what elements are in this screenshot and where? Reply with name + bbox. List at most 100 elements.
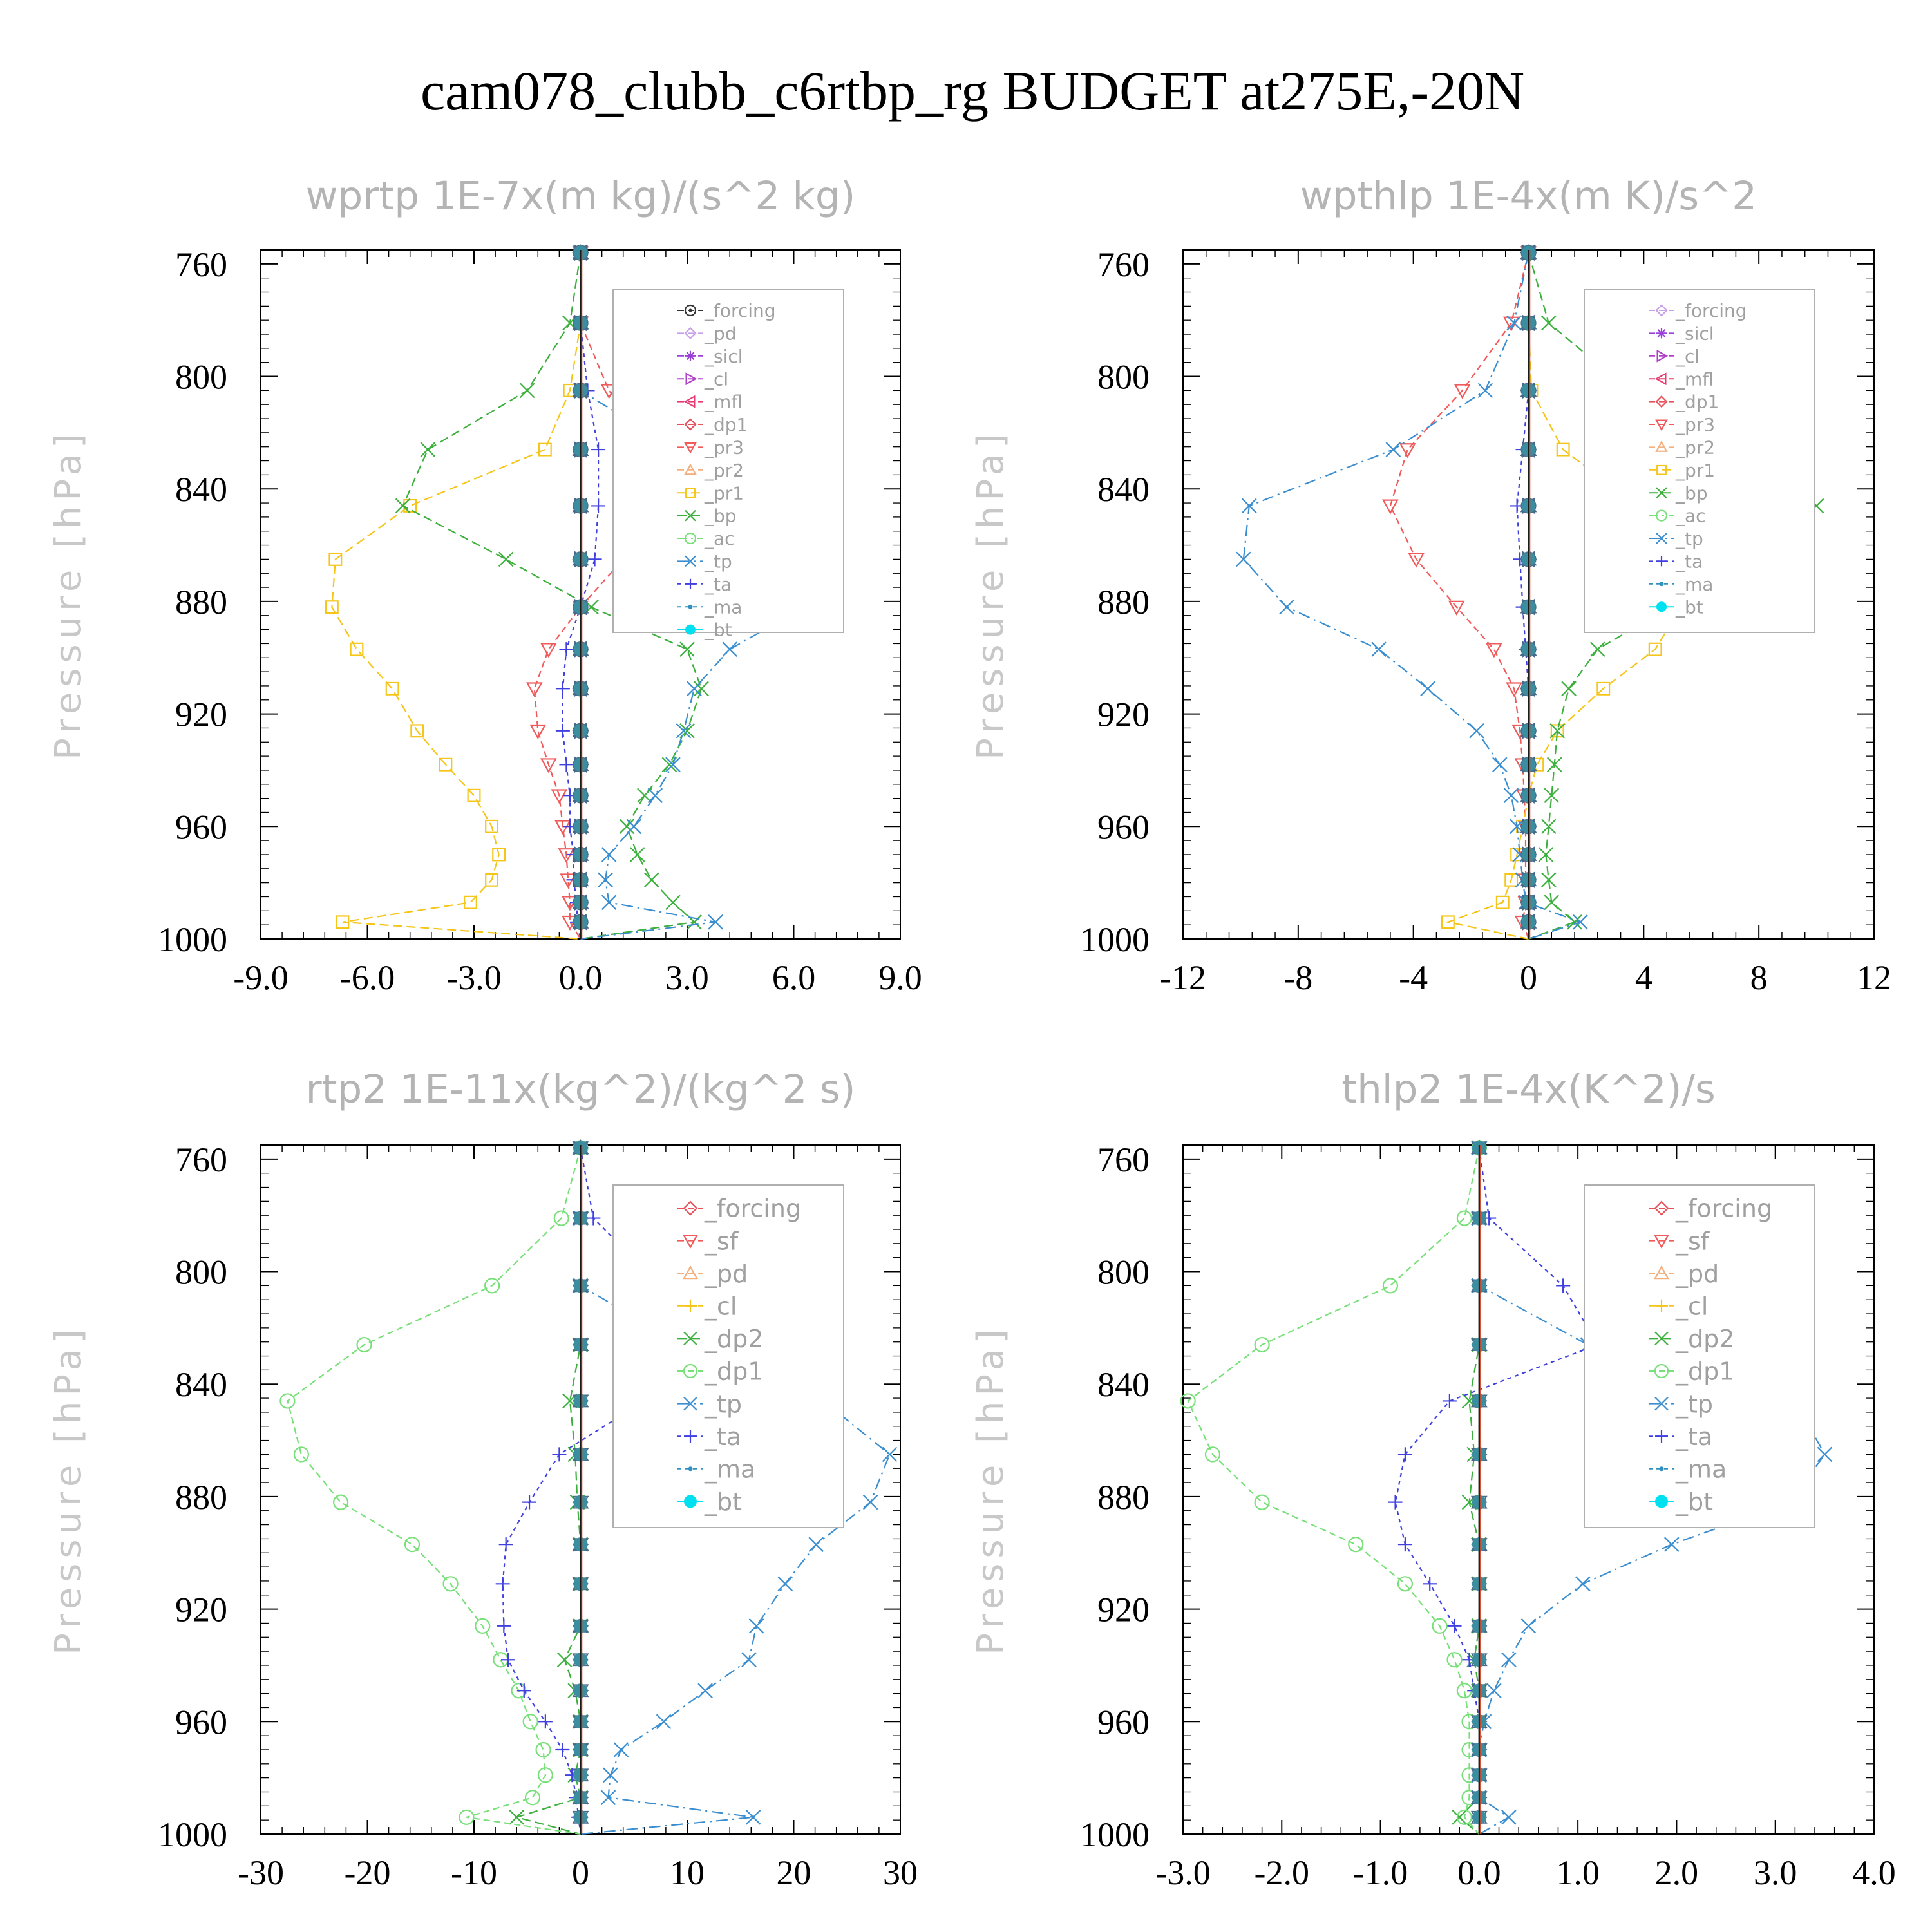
legend-marker [1655, 440, 1668, 452]
data-point [1549, 723, 1565, 739]
data-point [603, 1767, 618, 1783]
chart-panel-3: rtp2 1E-11x(kg^2)/(kg^2 s) Pressure [hPa]… [48, 1066, 918, 1892]
legend-item: _forcing [677, 1195, 801, 1223]
data-point [279, 1393, 296, 1409]
legend-label: _ta [1675, 551, 1703, 572]
y-tick-label: 880 [1097, 1478, 1150, 1517]
legend-label: _sicl [1675, 323, 1714, 344]
legend-label: _forcing [1675, 1195, 1772, 1223]
legend-label: _sf [1675, 1227, 1710, 1255]
legend-frame [1584, 1184, 1815, 1528]
legend-item: _pr3 [677, 437, 744, 458]
figure-title: cam078_clubb_c6rtbp_rg BUDGET at275E,-20… [421, 60, 1524, 122]
y-axis-label: Pressure [hPa] [48, 429, 90, 760]
legend-label: _pr2 [704, 460, 744, 481]
legend-item: _forcing [677, 300, 776, 321]
legend-label: _bt [704, 1488, 742, 1516]
y-tick-label: 760 [1097, 1141, 1150, 1179]
legend-marker [683, 1396, 697, 1411]
data-point [1382, 499, 1399, 515]
legend-item: _bt [1649, 1488, 1713, 1516]
legend-marker [1656, 601, 1667, 612]
legend: _forcing_sicl_cl_mfl_dp1_pr3_pr2_pr1_bp_… [1584, 289, 1815, 633]
plot-frame [1182, 1144, 1875, 1835]
panels: wprtp 1E-7x(m kg)/(s^2 kg) Pressure [hPa]… [48, 173, 1896, 1892]
series-line [502, 1148, 734, 1835]
data-point [647, 788, 663, 804]
y-tick-label: 840 [1097, 470, 1150, 509]
y-tick-label: 880 [175, 583, 227, 621]
y-tick-label: 1000 [158, 920, 227, 959]
data-point [1397, 1447, 1412, 1462]
legend-label: _ta [704, 574, 732, 595]
x-tick-label: 0 [1520, 958, 1537, 997]
data-point [404, 1537, 421, 1553]
legend-marker [1659, 1466, 1664, 1472]
legend-marker [684, 304, 697, 317]
x-tick-label: 0 [572, 1853, 589, 1892]
data-point [497, 1618, 511, 1633]
y-tick-label: 960 [175, 1703, 227, 1741]
y-tick-label: 920 [175, 1591, 227, 1629]
data-point [600, 1790, 616, 1805]
legend-item: _bp [677, 506, 737, 527]
data-point [485, 819, 499, 833]
legend-item: _pr2 [677, 460, 744, 481]
data-point [697, 1683, 713, 1699]
data-point [591, 498, 606, 513]
legend-item: _cl [677, 1292, 737, 1320]
series-line [1528, 252, 1818, 940]
data-point [1567, 914, 1582, 930]
legend-marker [684, 327, 697, 339]
legend-frame [612, 1184, 844, 1528]
legend-marker [684, 418, 697, 431]
legend-marker [1656, 349, 1669, 363]
legend-marker [684, 442, 697, 454]
data-point [293, 1446, 309, 1463]
data-point [559, 757, 574, 772]
data-point [555, 1742, 570, 1757]
legend-marker [1654, 1265, 1669, 1280]
x-tick-label: 20 [777, 1853, 811, 1892]
x-tick-label: 3.0 [665, 958, 709, 997]
data-point [1279, 599, 1294, 615]
legend-marker [683, 1235, 698, 1249]
legend-marker [688, 604, 693, 609]
legend-label: _ac [704, 528, 735, 549]
legend-item: _sicl [1649, 323, 1714, 344]
data-point [464, 895, 477, 909]
legend-item: _pd [677, 1260, 748, 1288]
series-line [287, 1148, 582, 1835]
legend-item: _ta [677, 1423, 741, 1451]
y-tick-label: 760 [1097, 245, 1150, 284]
data-point [679, 641, 695, 657]
data-point [1348, 1537, 1364, 1553]
legend-label: _ma [704, 596, 742, 618]
data-point [882, 1446, 898, 1463]
data-point [1506, 315, 1522, 331]
data-point [1501, 1810, 1517, 1825]
data-point [492, 848, 506, 862]
legend-item: _pr2 [1649, 437, 1715, 458]
y-tick-label: 1000 [1080, 920, 1150, 959]
data-point [509, 1810, 524, 1825]
data-point [1420, 681, 1435, 697]
data-point [1454, 384, 1471, 399]
data-point [467, 788, 481, 802]
data-point [1397, 1576, 1413, 1592]
legend-item: _mfl [677, 392, 743, 413]
legend-marker [1654, 372, 1667, 386]
chart-panel-2: wpthlp 1E-4x(m K)/s^2 Pressure [hPa] -12 -8… [970, 173, 1891, 997]
data-point [484, 1278, 500, 1294]
data-point [555, 681, 570, 696]
legend-label: _pr1 [1675, 460, 1715, 481]
legend-item: _tp [677, 1390, 742, 1418]
legend-label: _tp [704, 1390, 742, 1418]
legend-label: _sicl [704, 346, 743, 367]
legend-item: _forcing [1649, 1195, 1772, 1223]
legend-marker [1655, 1430, 1668, 1443]
data-point [1541, 819, 1557, 835]
legend-label: _pr1 [704, 482, 744, 504]
data-point [656, 1714, 672, 1730]
data-point [1541, 315, 1557, 331]
